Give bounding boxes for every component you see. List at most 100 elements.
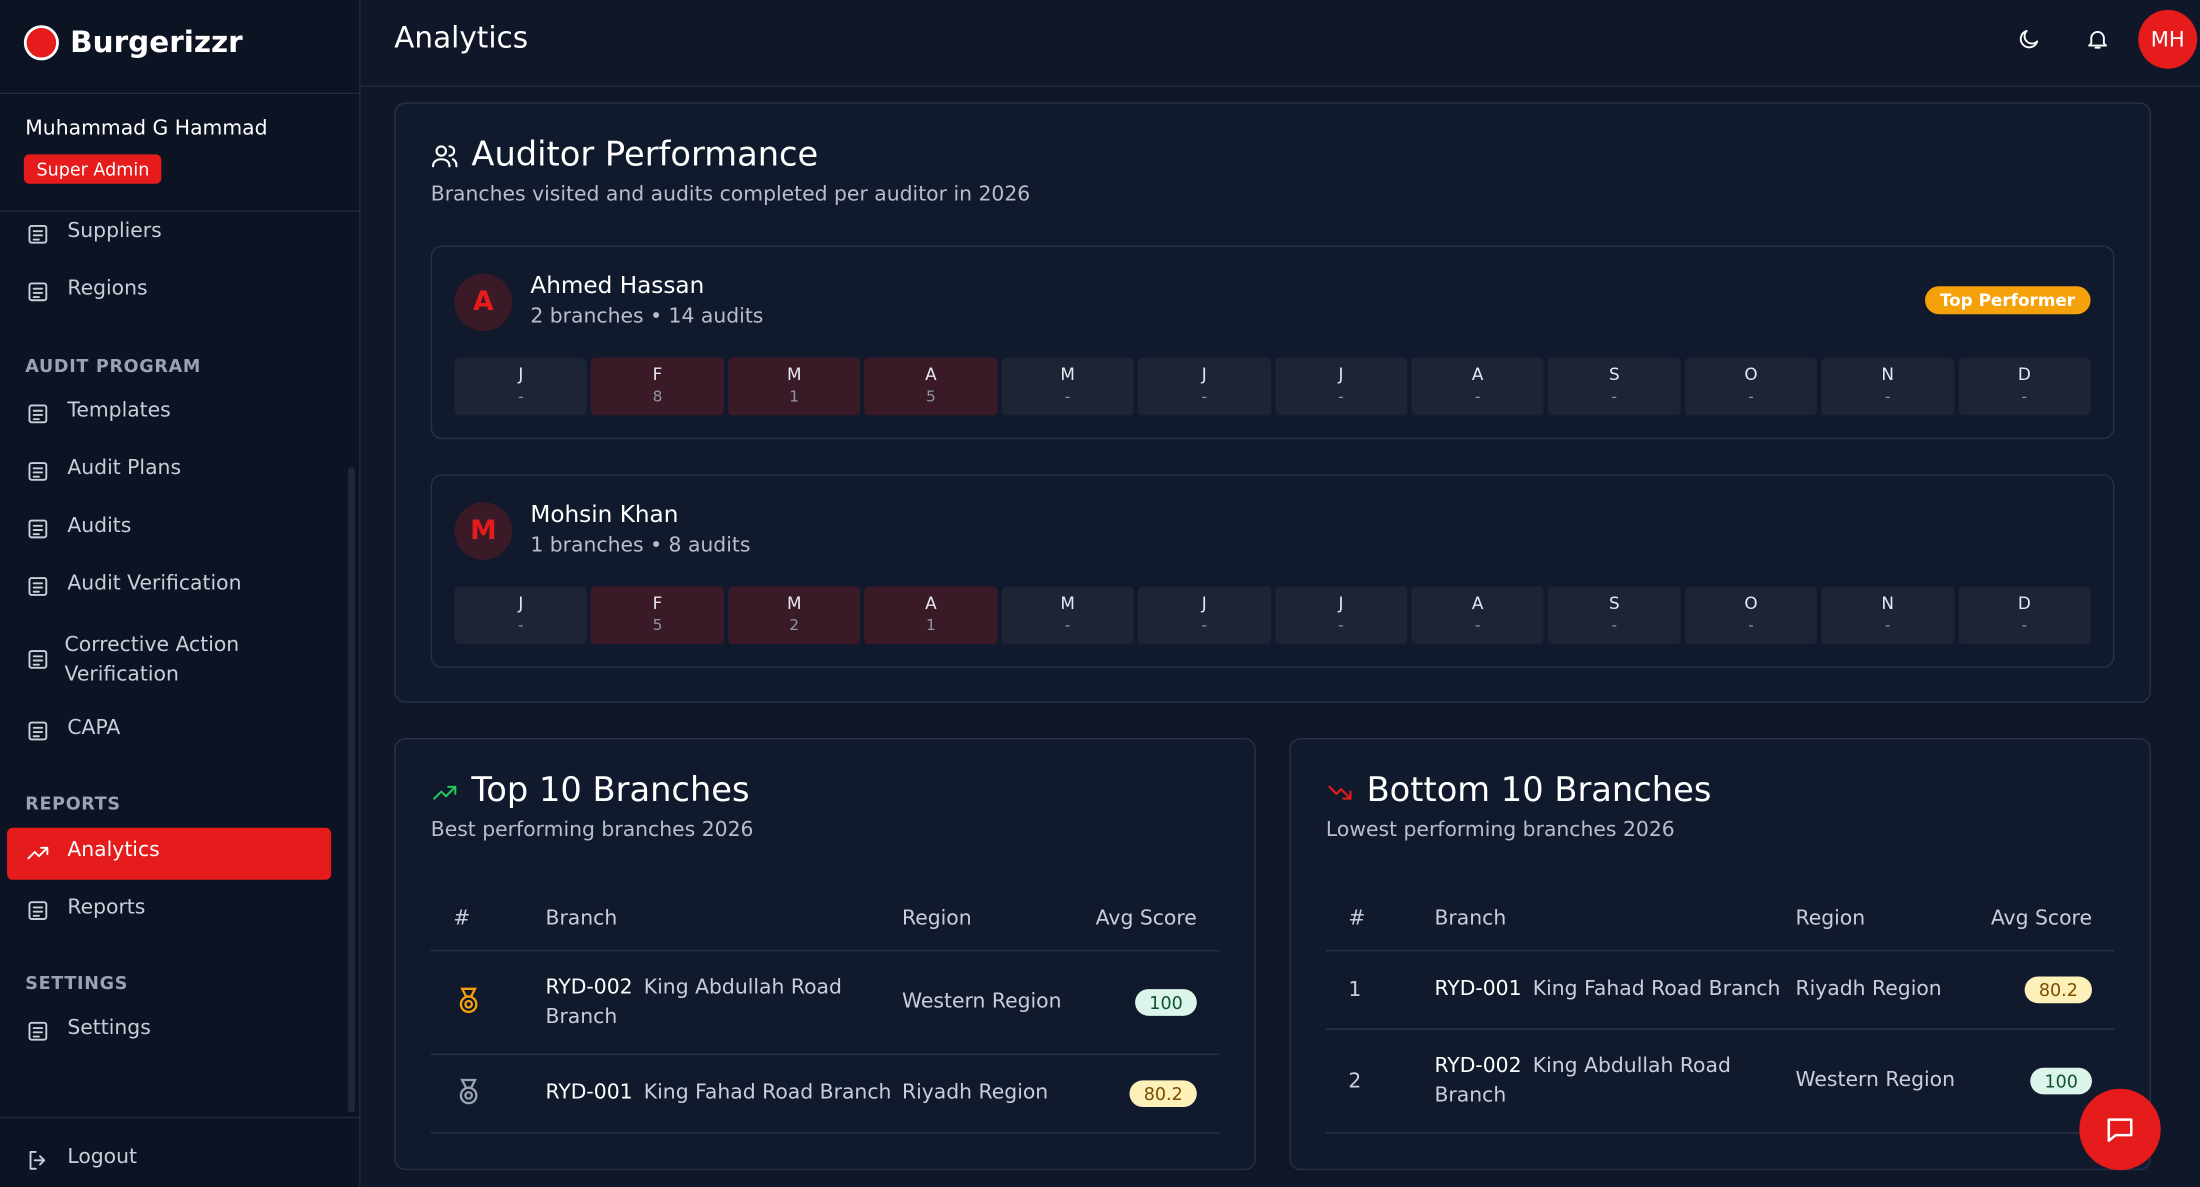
nav-item[interactable]: Audit Verification: [67, 572, 242, 595]
icon: [25, 1019, 50, 1044]
month-label: F: [652, 364, 663, 385]
month-label: M: [1060, 593, 1075, 614]
icon: [25, 647, 50, 672]
nav-item[interactable]: Audit Plans: [67, 457, 182, 480]
branch-name: King Abdullah Road Branch: [1434, 1054, 1731, 1107]
month-label: D: [2017, 364, 2031, 385]
month-value: -: [1884, 615, 1891, 635]
rank: 2: [1325, 1029, 1435, 1134]
icon: [25, 279, 50, 304]
month-label: A: [1471, 593, 1484, 614]
month-cell: J-: [1274, 357, 1408, 416]
icon: [25, 840, 50, 865]
nav-item[interactable]: Reports: [67, 896, 146, 920]
avg-score: 80.2: [1969, 950, 2115, 1030]
branch-code: RYD-002: [545, 975, 633, 999]
month-value: 5: [925, 387, 936, 406]
branch-row[interactable]: 1 RYD-001 King Fahad Road Branch Riyadh Reg…: [1325, 950, 2115, 1030]
month-value: -: [1064, 387, 1071, 406]
rank: [430, 1054, 546, 1134]
month-value: 2: [789, 615, 800, 635]
theme-toggle[interactable]: [2016, 27, 2041, 52]
logout[interactable]: Logout: [67, 1146, 138, 1169]
month-cell: D-: [1958, 357, 2091, 416]
branch-row[interactable]: RYD-001 King Fahad Road Branch Riyadh Regi…: [430, 1054, 1220, 1134]
month-value: -: [1748, 615, 1754, 635]
month-cell: J-: [1138, 357, 1271, 416]
month-label: O: [1744, 593, 1758, 614]
auditor-summary: 2 branches • 14 audits: [530, 305, 764, 329]
month-label: D: [2017, 593, 2031, 614]
icon: [1326, 779, 1354, 807]
icon: [25, 401, 50, 426]
month-label: S: [1608, 364, 1620, 385]
divider: [0, 210, 360, 212]
card-subtitle: Best performing branches 2026: [430, 819, 754, 842]
nav-item[interactable]: Analytics: [67, 839, 160, 862]
branch-code: RYD-001: [545, 1081, 633, 1105]
month-value: -: [1064, 615, 1071, 635]
nav-item[interactable]: CAPA: [67, 716, 121, 740]
score-pill: 100: [1135, 989, 1197, 1016]
region: Riyadh Region: [1795, 950, 1970, 1030]
month-value: 1: [789, 387, 800, 406]
nav-item[interactable]: Corrective Action Verification: [64, 634, 240, 687]
avatar[interactable]: MH: [2138, 9, 2198, 69]
bottom_branches-card: Bottom 10 Branches Lowest performing bran…: [1289, 738, 2151, 1171]
auditor-summary: 1 branches • 8 audits: [530, 534, 751, 558]
month-label: J: [518, 593, 524, 614]
chat-button[interactable]: [2079, 1088, 2161, 1171]
brand: Burgerizzr: [70, 25, 243, 59]
icon: [25, 222, 50, 247]
header: Analytics MH: [360, 0, 2200, 87]
column-header: #: [1325, 886, 1435, 952]
month-value: -: [1338, 615, 1344, 635]
nav-item[interactable]: Templates: [67, 399, 171, 423]
month-label: J: [1338, 593, 1344, 614]
page-title: Analytics: [394, 21, 529, 55]
branch-row[interactable]: 2 RYD-002 King Abdullah Road Branch Western…: [1325, 1029, 2115, 1134]
month-value: 1: [925, 615, 936, 635]
month-label: A: [925, 364, 937, 385]
branch-row[interactable]: RYD-002 King Abdullah Road Branch Western …: [430, 950, 1220, 1056]
notifications[interactable]: [2085, 27, 2110, 52]
score-pill: 80.2: [2024, 976, 2092, 1004]
month-value: -: [2021, 387, 2028, 406]
month-cell: J-: [1138, 586, 1271, 645]
card-subtitle: Branches visited and audits completed pe…: [430, 183, 1031, 207]
column-header: Avg Score: [1075, 886, 1220, 952]
nav-item[interactable]: Regions: [67, 277, 148, 301]
nav-item[interactable]: Suppliers: [67, 220, 162, 243]
nav-item[interactable]: Settings: [67, 1017, 151, 1040]
auditor-box: A Ahmed Hassan 2 branches • 14 audits Top P…: [430, 245, 2115, 440]
card-subtitle: Lowest performing branches 2026: [1325, 819, 1675, 842]
column-header: Region: [1795, 886, 1970, 952]
month-cell: D-: [1958, 586, 2091, 645]
branch: RYD-002 King Abdullah Road Branch: [1434, 1029, 1796, 1134]
icon: [431, 779, 459, 807]
column-header: #: [430, 886, 546, 952]
month-cell: N-: [1821, 357, 1954, 416]
rank: 1: [1325, 950, 1435, 1030]
nav-item[interactable]: Audits: [67, 514, 132, 538]
sidebar: Burgerizzr Muhammad G Hammad Super Admin Su…: [0, 0, 361, 1187]
branch-table: # Branch Region Avg Score RYD-002 King Abdull…: [430, 886, 1220, 1134]
avg-score: 100: [1075, 950, 1220, 1056]
month-cell: M-: [1001, 586, 1134, 645]
branch: RYD-002 King Abdullah Road Branch: [545, 950, 902, 1056]
card-title: Bottom 10 Branches: [1366, 770, 1712, 810]
month-label: O: [1744, 364, 1758, 385]
month-value: -: [1201, 615, 1208, 635]
branch: RYD-001 King Fahad Road Branch: [545, 1054, 902, 1134]
header-row: # Branch Region Avg Score: [1325, 886, 2115, 952]
month-cell: S-: [1548, 586, 1681, 645]
month-cell: O-: [1684, 357, 1818, 416]
icon: [25, 459, 50, 484]
